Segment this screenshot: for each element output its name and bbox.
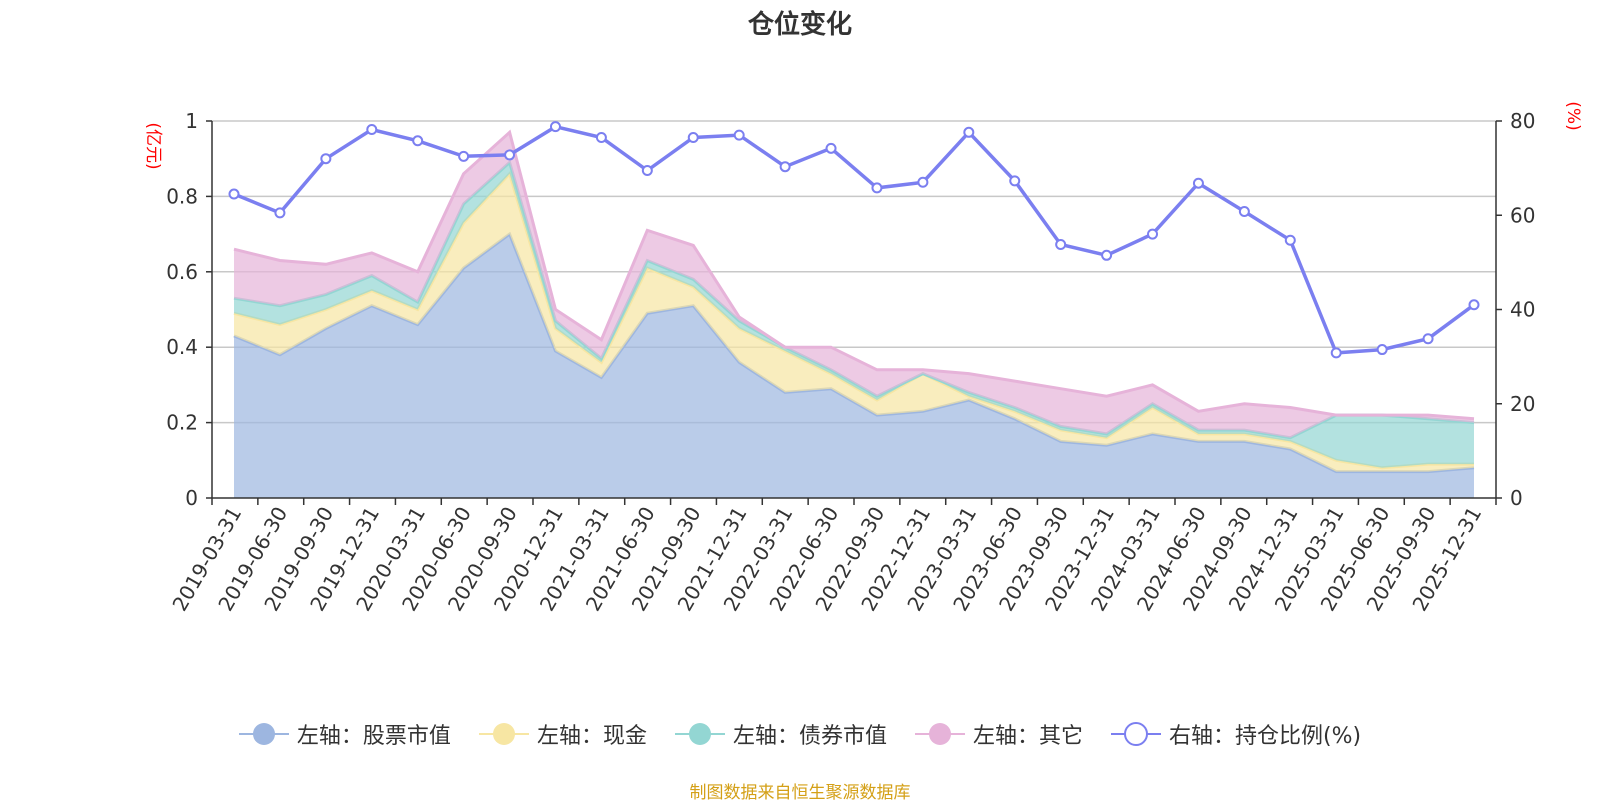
- ratio-line-series: [228, 121, 1480, 359]
- area-series: [233, 129, 1475, 498]
- area-edge-other: [233, 129, 1475, 421]
- legend-other-icon: [914, 723, 965, 745]
- legend-ratio-icon: [1110, 722, 1161, 746]
- ratio-point: [1009, 175, 1021, 187]
- ratio-point: [504, 149, 516, 161]
- right-tick-label: 0: [1510, 486, 1523, 510]
- left-tick-label: 0: [185, 486, 198, 510]
- ratio-point: [871, 182, 883, 194]
- legend-label-ratio: 右轴：持仓比例(%): [1168, 724, 1362, 749]
- ratio-point: [1284, 234, 1296, 246]
- legend-label-other: 左轴：其它: [972, 724, 1083, 749]
- legend-item-stock[interactable]: 左轴：股票市值: [238, 718, 451, 750]
- ratio-point: [1238, 205, 1250, 217]
- ratio-point: [825, 142, 837, 154]
- ratio-line: [233, 124, 1476, 355]
- left-tick-label: 0.2: [166, 411, 198, 435]
- ratio-point: [1147, 228, 1159, 240]
- legend-label-bond: 左轴：债券市值: [732, 724, 887, 749]
- ratio-point: [1376, 344, 1388, 356]
- ratio-point: [320, 153, 332, 165]
- ratio-point: [1422, 333, 1434, 345]
- ratio-point: [458, 150, 470, 162]
- ratio-point: [963, 126, 975, 138]
- ratio-point: [412, 135, 424, 147]
- legend-label-cash: 左轴：现金: [536, 724, 647, 749]
- ratio-point: [641, 164, 653, 176]
- area-stock: [234, 234, 1474, 498]
- ratio-point: [687, 131, 699, 143]
- legend-cash-icon: [478, 723, 529, 745]
- ratio-point: [366, 123, 378, 135]
- ratio-point: [228, 188, 240, 200]
- left-axis-unit: (亿元): [143, 122, 163, 169]
- legend-stock-icon: [238, 723, 289, 745]
- legend-item-cash[interactable]: 左轴：现金: [478, 718, 647, 750]
- left-tick-label: 0.8: [166, 184, 198, 208]
- legend-item-bond[interactable]: 左轴：债券市值: [674, 718, 887, 750]
- legend-item-other[interactable]: 左轴：其它: [914, 718, 1083, 750]
- right-tick-label: 80: [1510, 109, 1535, 133]
- ratio-point: [1055, 238, 1067, 250]
- right-tick-label: 40: [1510, 298, 1535, 322]
- ratio-point: [274, 207, 286, 219]
- left-tick-label: 0.4: [166, 335, 198, 359]
- legend-item-ratio[interactable]: 右轴：持仓比例(%): [1110, 718, 1362, 750]
- source-note: 制图数据来自恒生聚源数据库: [689, 783, 911, 803]
- legend-bond-icon: [674, 723, 725, 745]
- legend: 左轴：股票市值 左轴：现金 左轴：债券市值 左轴：其它 右轴：持仓比例(%): [0, 718, 1600, 750]
- ratio-point: [1192, 177, 1204, 189]
- right-axis-unit: (%): [1563, 101, 1583, 130]
- right-tick-label: 60: [1510, 203, 1535, 227]
- legend-label-stock: 左轴：股票市值: [296, 724, 451, 749]
- ratio-point: [733, 129, 745, 141]
- ratio-point: [917, 176, 929, 188]
- chart-title: 仓位变化: [747, 10, 852, 40]
- left-tick-label: 1: [185, 109, 198, 133]
- ratio-point: [1468, 299, 1480, 311]
- ratio-point: [1101, 249, 1113, 261]
- ratio-point: [595, 131, 607, 143]
- area-bond: [234, 162, 1474, 468]
- ratio-point: [1330, 347, 1342, 359]
- ratio-point: [549, 121, 561, 133]
- right-tick-label: 20: [1510, 392, 1535, 416]
- left-tick-label: 0.6: [166, 260, 198, 284]
- area-other: [234, 132, 1474, 438]
- ratio-point: [779, 161, 791, 173]
